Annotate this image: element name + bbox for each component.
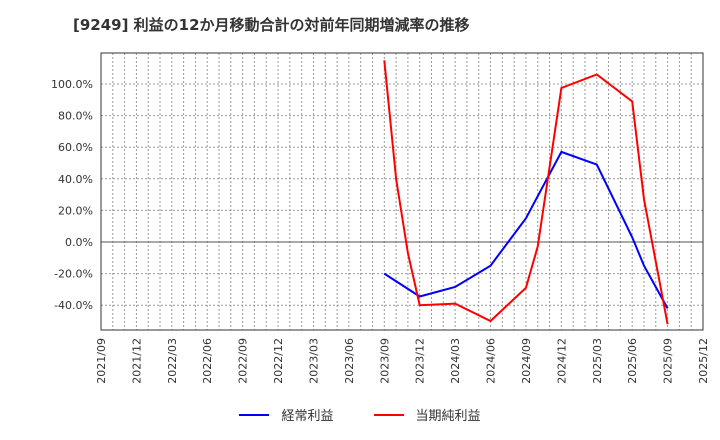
legend-label: 当期純利益	[415, 409, 481, 424]
y-tick-label: -20.0%	[54, 268, 93, 281]
y-tick-label: 20.0%	[58, 204, 93, 217]
data-series	[383, 60, 669, 325]
x-axis: 2021/09 2021/12 2022/03 2022/06 2022/09 2022/…	[95, 338, 710, 384]
series-line	[383, 60, 669, 325]
y-tick-label: -40.0%	[54, 299, 93, 312]
x-tick-label: 2022/09	[237, 338, 250, 384]
legend-swatch-red	[373, 413, 404, 416]
y-tick-label: 100.0%	[51, 78, 93, 91]
grid-lines	[100, 53, 704, 330]
x-tick-label: 2022/06	[201, 338, 214, 384]
x-tick-label: 2021/12	[130, 338, 143, 384]
x-tick-label: 2025/03	[591, 338, 604, 384]
y-tick-label: 80.0%	[58, 110, 93, 123]
x-tick-label: 2025/06	[626, 338, 639, 384]
x-tick-label: 2025/12	[697, 338, 710, 384]
chart-title: [9249] 利益の12か月移動合計の対前年同期増減率の推移	[73, 16, 470, 34]
y-tick-label: 0.0%	[65, 236, 93, 249]
legend-swatch-blue	[239, 413, 270, 416]
x-tick-label: 2022/03	[166, 338, 179, 384]
x-tick-label: 2024/06	[485, 338, 498, 384]
legend-item-ordinary-profit: 経常利益	[239, 405, 334, 424]
plot-frame	[100, 52, 704, 331]
x-tick-label: 2024/03	[449, 338, 462, 384]
x-tick-label: 2025/09	[662, 338, 675, 384]
x-tick-label: 2022/12	[272, 338, 285, 384]
x-tick-label: 2023/09	[378, 338, 391, 384]
legend-item-net-income: 当期純利益	[373, 405, 481, 424]
y-tick-label: 60.0%	[58, 141, 93, 154]
y-axis: 100.0% 80.0% 60.0% 40.0% 20.0% 0.0% -20.0% -40.…	[51, 78, 93, 312]
x-tick-label: 2023/12	[414, 338, 427, 384]
y-tick-label: 40.0%	[58, 173, 93, 186]
x-tick-label: 2023/03	[307, 338, 320, 384]
x-tick-label: 2021/09	[95, 338, 108, 384]
legend-label: 経常利益	[281, 409, 334, 424]
legend: 経常利益 当期純利益	[0, 405, 720, 424]
x-tick-label: 2024/09	[520, 338, 533, 384]
series-line	[383, 150, 669, 309]
x-tick-label: 2024/12	[555, 338, 568, 384]
x-tick-label: 2023/06	[343, 338, 356, 384]
